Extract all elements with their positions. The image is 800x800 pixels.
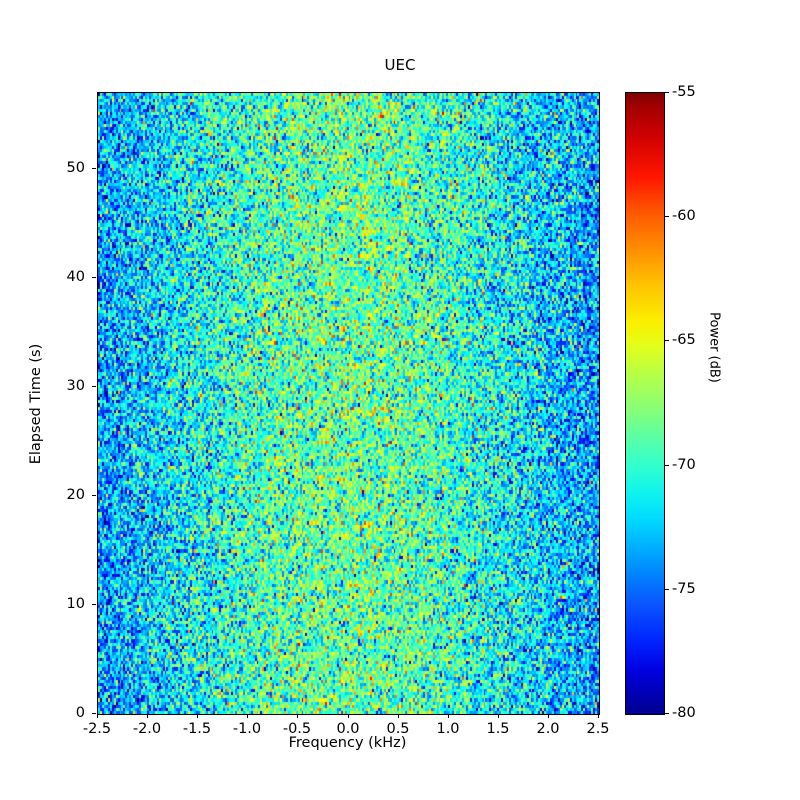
x-axis-tick	[598, 714, 599, 718]
colorbar-tick	[665, 340, 669, 341]
x-axis-tick-label: -1.5	[182, 721, 212, 737]
colorbar-tick	[665, 589, 669, 590]
y-axis-tick	[92, 604, 96, 605]
y-axis-label: Elapsed Time (s)	[28, 343, 44, 465]
title-line-station: UEC	[384, 56, 416, 74]
x-axis-tick-label: 0.0	[336, 721, 360, 737]
y-axis-tick	[92, 277, 96, 278]
x-axis-tick-label: 1.0	[436, 721, 460, 737]
colorbar-gradient	[626, 93, 664, 714]
x-axis-tick-label: 2.5	[586, 721, 610, 737]
y-axis-tick-label: 50	[66, 160, 85, 176]
x-axis-tick-label: -0.5	[282, 721, 312, 737]
x-axis-tick	[97, 714, 98, 718]
x-axis-tick-label: 1.5	[486, 721, 510, 737]
spectrogram-plot-area	[97, 92, 600, 715]
x-axis-tick	[448, 714, 449, 718]
colorbar	[625, 92, 665, 715]
x-axis-tick	[548, 714, 549, 718]
x-axis-tick	[197, 714, 198, 718]
colorbar-tick-label: -60	[672, 208, 696, 224]
x-axis-label: Frequency (kHz)	[288, 735, 407, 751]
x-axis-tick-label: -1.0	[232, 721, 262, 737]
colorbar-tick	[665, 92, 669, 93]
y-axis-tick-label: 30	[66, 378, 85, 394]
colorbar-tick-label: -70	[672, 457, 696, 473]
colorbar-tick-label: -55	[672, 84, 696, 100]
x-axis-tick	[348, 714, 349, 718]
x-axis-tick	[247, 714, 248, 718]
x-axis-tick-label: 2.0	[536, 721, 560, 737]
colorbar-tick	[665, 216, 669, 217]
y-axis-tick	[92, 495, 96, 496]
colorbar-tick-label: -80	[672, 705, 696, 721]
y-axis-tick	[92, 168, 96, 169]
y-axis-tick	[92, 713, 96, 714]
x-axis-tick-label: 0.5	[386, 721, 410, 737]
y-axis-tick-label: 40	[66, 269, 85, 285]
y-axis-tick-label: 10	[66, 596, 85, 612]
y-axis-tick	[92, 386, 96, 387]
colorbar-tick	[665, 713, 669, 714]
y-axis-tick-label: 20	[66, 487, 85, 503]
x-axis-tick	[147, 714, 148, 718]
x-axis-tick	[398, 714, 399, 718]
colorbar-tick-label: -65	[672, 332, 696, 348]
colorbar-label: Power (dB)	[706, 312, 722, 383]
colorbar-tick-label: -75	[672, 581, 696, 597]
x-axis-tick-label: -2.0	[132, 721, 162, 737]
y-axis-tick-label: 0	[75, 705, 85, 721]
x-axis-tick-label: -2.5	[82, 721, 112, 737]
x-axis-tick	[498, 714, 499, 718]
colorbar-tick	[665, 465, 669, 466]
x-axis-tick	[297, 714, 298, 718]
spectrogram-image	[98, 93, 599, 714]
